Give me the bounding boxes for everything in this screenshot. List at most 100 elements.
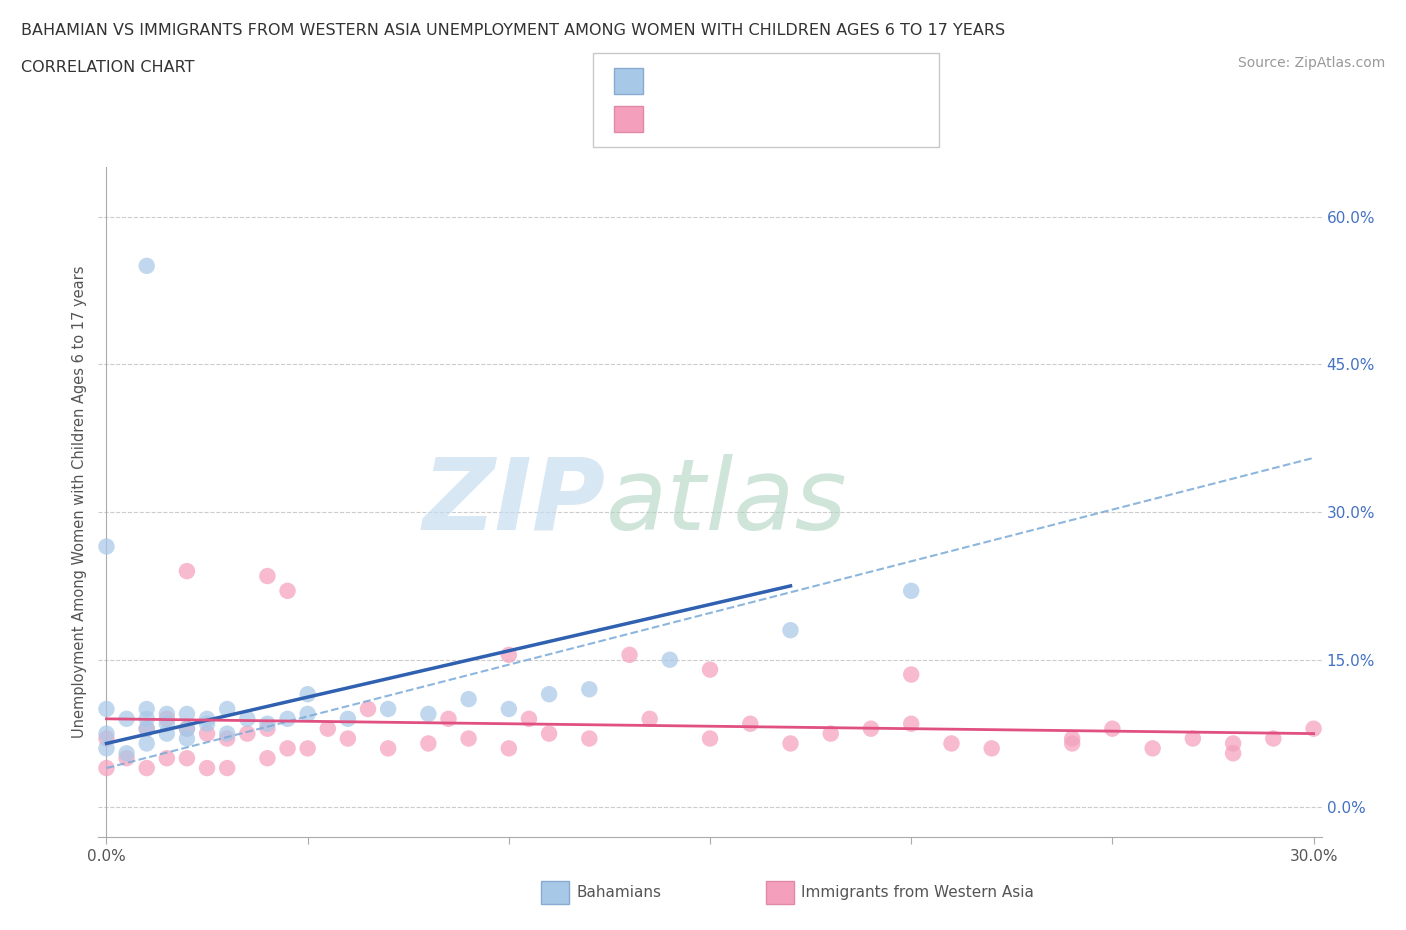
Text: ZIP: ZIP	[423, 454, 606, 551]
Point	[578, 682, 600, 697]
Point	[1062, 731, 1084, 746]
Point	[740, 716, 762, 731]
Point	[135, 736, 157, 751]
Point	[418, 707, 440, 722]
Point	[941, 736, 963, 751]
Point	[195, 711, 218, 726]
Point	[236, 711, 259, 726]
Text: Bahamians: Bahamians	[576, 885, 661, 900]
Point	[96, 761, 118, 776]
Text: 34: 34	[821, 72, 845, 89]
Point	[578, 731, 600, 746]
Point	[498, 701, 520, 716]
Point	[1142, 741, 1164, 756]
Point	[980, 741, 1002, 756]
Point	[277, 711, 299, 726]
Point	[96, 731, 118, 746]
Point	[236, 726, 259, 741]
Text: N =: N =	[776, 72, 813, 89]
Point	[779, 623, 801, 638]
Point	[538, 726, 561, 741]
Point	[256, 722, 278, 737]
Point	[217, 731, 239, 746]
Point	[96, 726, 118, 741]
Point	[699, 662, 721, 677]
Point	[256, 716, 278, 731]
Text: atlas: atlas	[606, 454, 848, 551]
Text: R =: R =	[657, 111, 693, 128]
Point	[859, 722, 882, 737]
Point	[1062, 736, 1084, 751]
Point	[217, 726, 239, 741]
Point	[1222, 746, 1244, 761]
Point	[176, 722, 198, 737]
Point	[96, 539, 118, 554]
Text: N =: N =	[787, 111, 824, 128]
Point	[437, 711, 460, 726]
Text: BAHAMIAN VS IMMIGRANTS FROM WESTERN ASIA UNEMPLOYMENT AMONG WOMEN WITH CHILDREN : BAHAMIAN VS IMMIGRANTS FROM WESTERN ASIA…	[21, 23, 1005, 38]
Point	[779, 736, 801, 751]
Point	[277, 741, 299, 756]
Point	[176, 751, 198, 765]
Point	[176, 564, 198, 578]
Text: R =: R =	[657, 72, 693, 89]
Text: Immigrants from Western Asia: Immigrants from Western Asia	[801, 885, 1035, 900]
Point	[135, 711, 157, 726]
Point	[336, 731, 359, 746]
Point	[297, 707, 319, 722]
Point	[176, 707, 198, 722]
Point	[135, 259, 157, 273]
Point	[217, 701, 239, 716]
Point	[900, 716, 922, 731]
Point	[1263, 731, 1285, 746]
Point	[820, 726, 842, 741]
Point	[336, 711, 359, 726]
Point	[658, 652, 681, 667]
Point	[498, 647, 520, 662]
Point	[135, 722, 157, 737]
Point	[377, 741, 399, 756]
Point	[1302, 722, 1324, 737]
Text: CORRELATION CHART: CORRELATION CHART	[21, 60, 194, 75]
Y-axis label: Unemployment Among Women with Children Ages 6 to 17 years: Unemployment Among Women with Children A…	[72, 266, 87, 738]
Point	[457, 731, 479, 746]
Text: 0.104: 0.104	[703, 72, 755, 89]
Point	[538, 686, 561, 701]
Point	[699, 731, 721, 746]
Point	[217, 761, 239, 776]
Point	[297, 741, 319, 756]
Point	[156, 726, 179, 741]
Point	[96, 741, 118, 756]
Point	[115, 746, 138, 761]
Point	[96, 701, 118, 716]
Point	[115, 751, 138, 765]
Point	[316, 722, 339, 737]
Point	[900, 667, 922, 682]
Text: 45: 45	[832, 111, 855, 128]
Point	[619, 647, 641, 662]
Point	[156, 751, 179, 765]
Point	[517, 711, 540, 726]
Point	[156, 716, 179, 731]
Point	[195, 761, 218, 776]
Point	[357, 701, 380, 716]
Point	[377, 701, 399, 716]
Point	[195, 726, 218, 741]
Point	[418, 736, 440, 751]
Point	[195, 716, 218, 731]
Point	[297, 686, 319, 701]
Point	[1181, 731, 1204, 746]
Point	[135, 761, 157, 776]
Text: Source: ZipAtlas.com: Source: ZipAtlas.com	[1237, 56, 1385, 70]
Point	[135, 722, 157, 737]
Point	[277, 583, 299, 598]
Point	[457, 692, 479, 707]
Point	[900, 583, 922, 598]
Point	[1101, 722, 1123, 737]
Point	[256, 568, 278, 583]
Point	[135, 701, 157, 716]
Point	[156, 711, 179, 726]
Text: -0.086: -0.086	[703, 111, 762, 128]
Point	[1222, 736, 1244, 751]
Point	[498, 741, 520, 756]
